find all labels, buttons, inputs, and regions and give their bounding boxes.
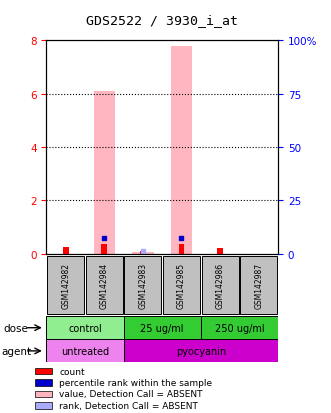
Text: GSM142982: GSM142982 (61, 262, 70, 309)
Bar (217, 249, 223, 254)
Text: GSM142983: GSM142983 (138, 262, 147, 309)
Text: GDS2522 / 3930_i_at: GDS2522 / 3930_i_at (86, 14, 238, 27)
Bar (123, 339, 278, 363)
Bar (46, 316, 123, 339)
Bar (240, 256, 277, 315)
Bar (35, 379, 52, 386)
Text: dose: dose (3, 323, 28, 333)
Bar (201, 316, 278, 339)
Text: untreated: untreated (61, 346, 109, 356)
Bar (94, 92, 115, 254)
Text: 250 ug/ml: 250 ug/ml (214, 323, 264, 333)
Bar (35, 368, 52, 375)
Bar (35, 391, 52, 397)
Bar (124, 256, 162, 315)
Bar (35, 402, 52, 409)
Bar (171, 47, 192, 254)
Text: pyocyanin: pyocyanin (176, 346, 226, 356)
Bar (132, 253, 154, 254)
Bar (46, 339, 123, 363)
Bar (140, 252, 146, 254)
Text: control: control (68, 323, 102, 333)
Bar (63, 247, 69, 254)
Text: GSM142984: GSM142984 (100, 262, 109, 309)
Text: count: count (59, 367, 85, 376)
Text: percentile rank within the sample: percentile rank within the sample (59, 378, 212, 387)
Text: agent: agent (2, 346, 32, 356)
Text: rank, Detection Call = ABSENT: rank, Detection Call = ABSENT (59, 401, 198, 410)
Text: value, Detection Call = ABSENT: value, Detection Call = ABSENT (59, 389, 203, 399)
Bar (86, 256, 123, 315)
Text: GSM142986: GSM142986 (215, 262, 225, 309)
Bar (202, 256, 239, 315)
Bar (101, 244, 107, 254)
Text: GSM142985: GSM142985 (177, 262, 186, 309)
Bar (178, 244, 184, 254)
Text: 25 ug/ml: 25 ug/ml (140, 323, 184, 333)
Bar (47, 256, 84, 315)
Bar (163, 256, 200, 315)
Text: GSM142987: GSM142987 (254, 262, 263, 309)
Bar (123, 316, 201, 339)
